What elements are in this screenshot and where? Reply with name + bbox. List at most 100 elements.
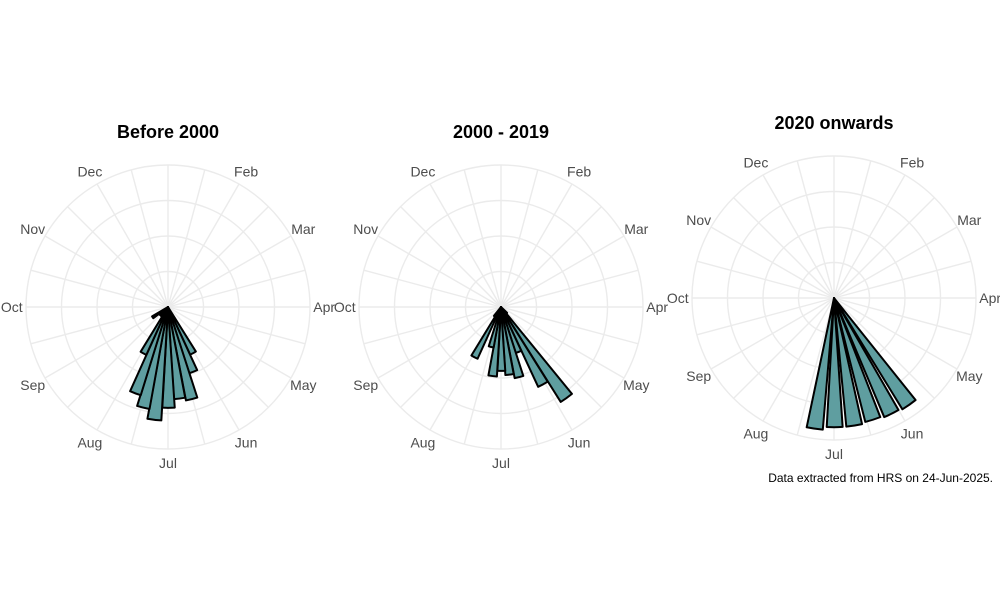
- grid-spoke: [833, 260, 972, 299]
- grid-spoke: [167, 306, 306, 345]
- grid-spoke: [833, 297, 972, 336]
- grid-spoke: [167, 269, 306, 308]
- grid-spoke: [696, 260, 835, 299]
- polar-bar: [833, 297, 917, 411]
- grid-spoke: [500, 235, 625, 308]
- grid-spoke: [710, 297, 835, 370]
- bars: [805, 297, 917, 431]
- month-labels: Feb Mar Apr May Jun Jul Aug Sep Oct Nov Dec: [667, 155, 1000, 463]
- polar-bar: [500, 306, 515, 377]
- grid-spoke: [463, 169, 502, 308]
- month-label-apr: Apr: [979, 290, 1000, 306]
- grid-spoke: [363, 306, 502, 345]
- grid-spoke: [500, 206, 602, 308]
- month-label-mar: Mar: [624, 221, 648, 237]
- month-label-sep: Sep: [686, 368, 711, 384]
- grid-spoke: [429, 183, 502, 308]
- month-label-may: May: [956, 368, 982, 384]
- polar-bar: [167, 306, 199, 402]
- month-label-aug: Aug: [743, 425, 768, 441]
- grid-spoke: [167, 306, 269, 408]
- month-label-jul: Jul: [492, 455, 510, 471]
- grid-spoke: [377, 235, 502, 308]
- month-labels: Feb Mar Apr May Jun Jul Aug Sep Oct Nov Dec: [334, 164, 669, 472]
- month-label-jun: Jun: [235, 434, 258, 450]
- month-label-jul: Jul: [825, 446, 843, 462]
- grid-spoke: [67, 206, 169, 308]
- grid-spoke: [762, 297, 835, 422]
- month-label-feb: Feb: [234, 164, 258, 180]
- polar-bar: [492, 306, 502, 318]
- grid-spoke: [363, 269, 502, 308]
- polar-bar: [805, 297, 835, 431]
- grid-spoke: [167, 306, 292, 379]
- grid-spoke: [796, 160, 835, 299]
- panel-title: 2020 onwards: [774, 113, 893, 133]
- polar-bar: [833, 297, 900, 419]
- month-label-jun: Jun: [568, 434, 591, 450]
- grid-spoke: [762, 174, 835, 299]
- month-label-may: May: [290, 377, 316, 393]
- grid-spoke: [696, 297, 835, 336]
- panel-2000-2019: 2000 - 2019 Feb Mar Apr May Jun Jul Aug Sep Oct N…: [334, 122, 669, 471]
- grid-spoke: [500, 306, 639, 345]
- grid-spoke: [130, 169, 169, 308]
- grid-spoke: [500, 306, 625, 379]
- grid-spoke: [30, 269, 169, 308]
- panel-before-2000: Before 2000 Feb Mar Apr May Jun Jul Aug Sep Oct N…: [1, 122, 336, 471]
- month-label-jun: Jun: [901, 425, 924, 441]
- month-label-nov: Nov: [686, 212, 711, 228]
- grid-spoke: [500, 183, 573, 308]
- month-label-mar: Mar: [957, 212, 981, 228]
- month-label-dec: Dec: [77, 164, 102, 180]
- polar-bar: [470, 306, 502, 360]
- grid-spoke: [833, 297, 958, 370]
- month-label-dec: Dec: [743, 155, 768, 171]
- grid-spoke: [500, 269, 639, 308]
- grid-spoke: [167, 183, 240, 308]
- grid-spoke: [377, 306, 502, 379]
- grid-spoke: [30, 306, 169, 345]
- grid-spoke: [400, 306, 502, 408]
- month-label-apr: Apr: [313, 299, 335, 315]
- month-labels: Feb Mar Apr May Jun Jul Aug Sep Oct Nov Dec: [1, 164, 336, 472]
- grid-spoke: [44, 306, 169, 379]
- polar-bar: [500, 306, 549, 388]
- grid-spoke: [833, 226, 958, 299]
- month-label-jul: Jul: [159, 455, 177, 471]
- bars: [470, 306, 573, 403]
- month-label-sep: Sep: [353, 377, 378, 393]
- month-label-feb: Feb: [900, 155, 924, 171]
- grid-spoke: [67, 306, 169, 408]
- grid-spoke: [167, 235, 292, 308]
- month-label-apr: Apr: [646, 299, 668, 315]
- month-label-feb: Feb: [567, 164, 591, 180]
- grid-spoke: [167, 206, 269, 308]
- month-label-oct: Oct: [334, 299, 356, 315]
- panel-title: Before 2000: [117, 122, 219, 142]
- grid-spoke: [733, 197, 835, 299]
- month-label-dec: Dec: [410, 164, 435, 180]
- month-label-oct: Oct: [667, 290, 689, 306]
- grid-spoke: [710, 226, 835, 299]
- grid-spoke: [796, 297, 835, 436]
- month-label-mar: Mar: [291, 221, 315, 237]
- grid-spoke: [44, 235, 169, 308]
- panel-2020-onwards: 2020 onwards Feb Mar Apr May Jun Jul Aug Sep Oct…: [667, 113, 1000, 462]
- polar-bar: [833, 297, 864, 428]
- polar-bar: [151, 306, 169, 320]
- month-label-nov: Nov: [353, 221, 378, 237]
- month-label-sep: Sep: [20, 377, 45, 393]
- grid-spoke: [500, 306, 602, 408]
- data-source-caption: Data extracted from HRS on 24-Jun-2025.: [768, 471, 993, 485]
- month-label-oct: Oct: [1, 299, 23, 315]
- grid-spoke: [833, 297, 935, 399]
- grid-spoke: [833, 197, 935, 299]
- grid-spoke: [833, 174, 906, 299]
- month-label-nov: Nov: [20, 221, 45, 237]
- grid-spoke: [96, 183, 169, 308]
- grid-spoke: [833, 160, 872, 299]
- month-label-aug: Aug: [77, 434, 102, 450]
- month-label-aug: Aug: [410, 434, 435, 450]
